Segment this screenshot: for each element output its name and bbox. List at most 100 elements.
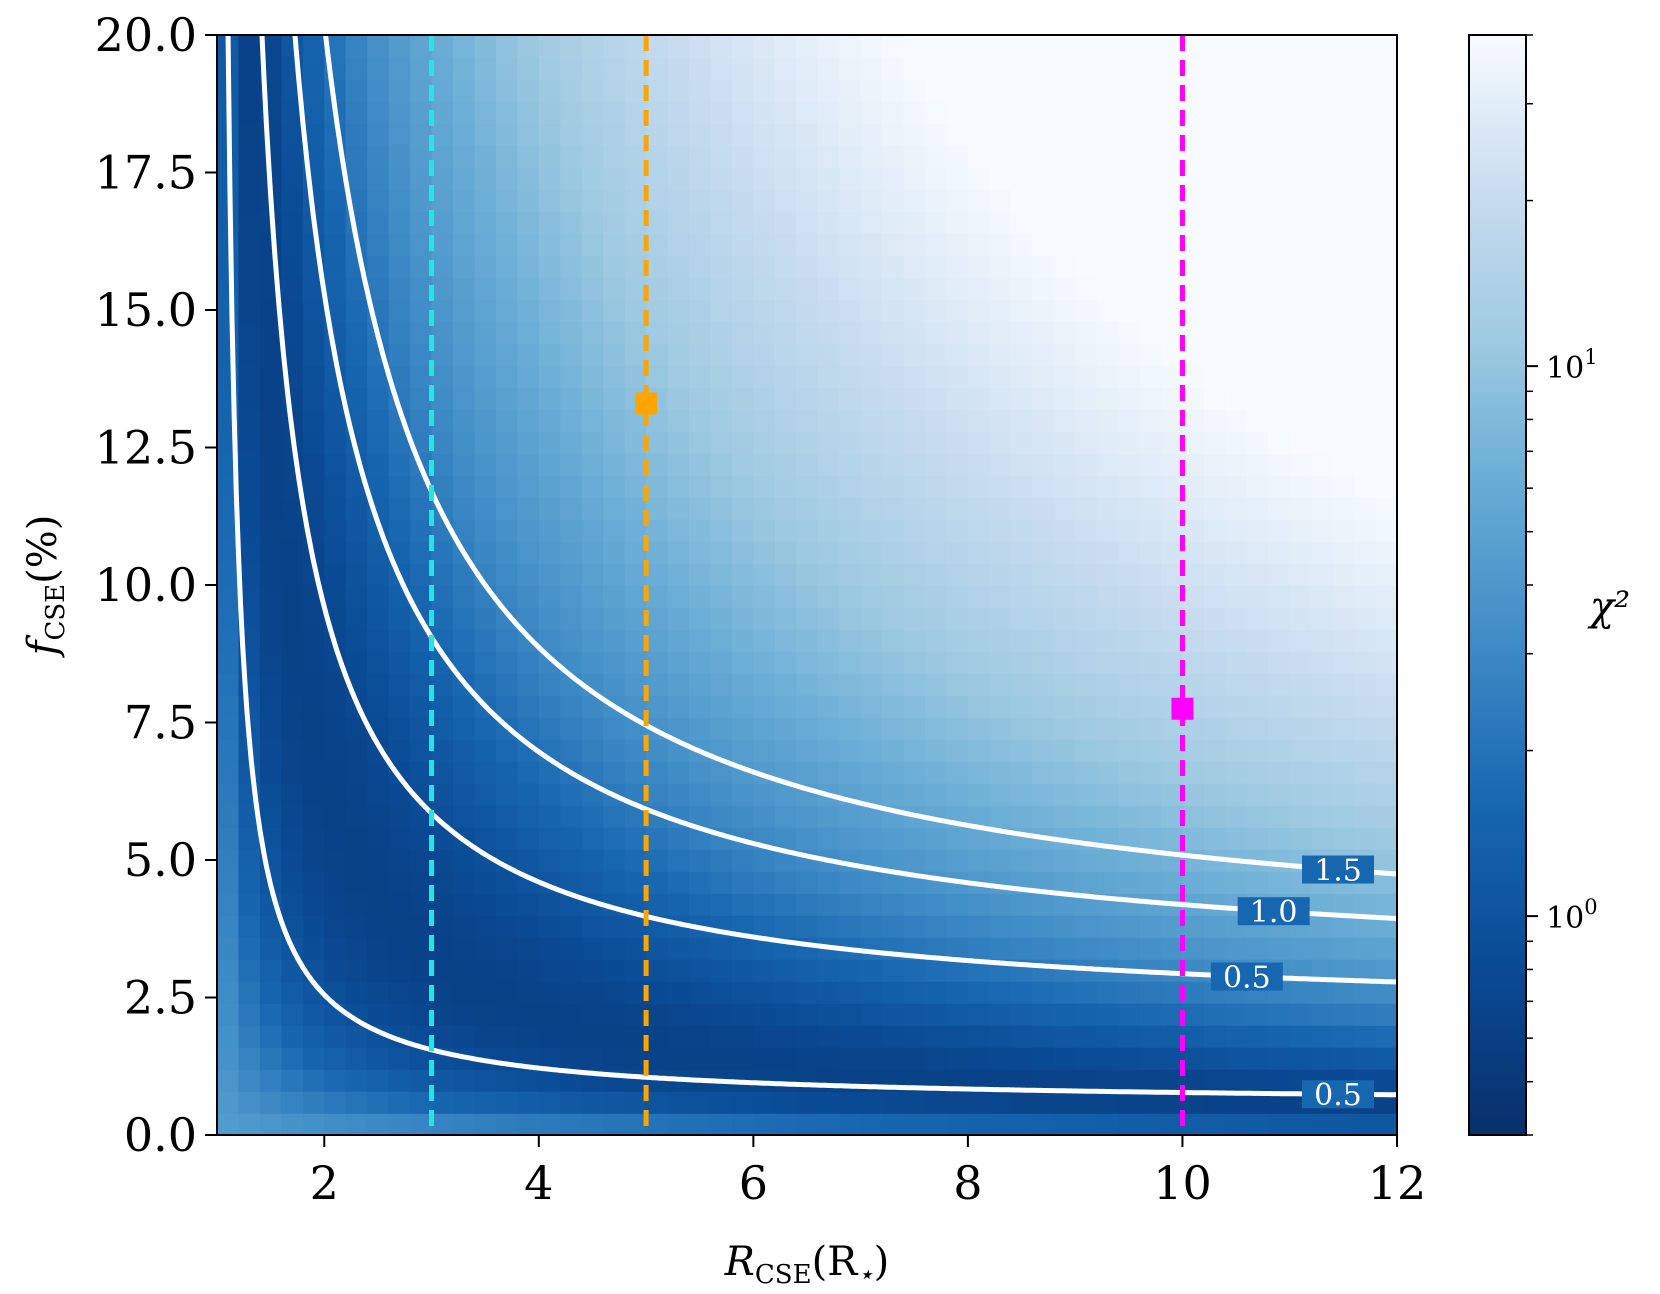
heatmap-cell [1246, 431, 1270, 454]
heatmap-cell [1053, 695, 1076, 718]
heatmap-cell [1139, 79, 1162, 102]
heatmap-cell [1375, 343, 1397, 366]
heatmap-cell [731, 211, 755, 234]
heatmap-cell [946, 453, 969, 476]
heatmap-cell [431, 1113, 454, 1135]
heatmap-cell [538, 805, 562, 828]
heatmap-cell [839, 1025, 862, 1048]
heatmap-cell [1118, 739, 1141, 762]
heatmap-cell [367, 805, 390, 828]
heatmap-cell [281, 959, 304, 982]
heatmap-cell [1010, 101, 1034, 124]
heatmap-cell [817, 299, 840, 322]
heatmap-cell [1246, 211, 1270, 234]
heatmap-cell [1311, 387, 1334, 410]
heatmap-cell [1375, 1113, 1397, 1135]
heatmap-cell [324, 871, 347, 894]
heatmap-cell [410, 959, 433, 982]
heatmap-cell [1032, 497, 1055, 520]
heatmap-cell [667, 1047, 690, 1070]
heatmap-cell [1053, 453, 1076, 476]
heatmap-cell [1096, 805, 1119, 828]
heatmap-cell [367, 409, 390, 432]
heatmap-cell [689, 1025, 712, 1048]
heatmap-cell [238, 519, 261, 542]
heatmap-cell [667, 211, 690, 234]
heatmap-cell [1354, 783, 1377, 806]
heatmap-cell [517, 277, 540, 300]
heatmap-cell [259, 783, 283, 806]
heatmap-cell [1268, 695, 1291, 718]
heatmap-cell [538, 299, 562, 322]
heatmap-cell [1161, 827, 1184, 850]
heatmap-cell [410, 1091, 433, 1114]
heatmap-cell [1139, 871, 1162, 894]
heatmap-cell [388, 871, 411, 894]
heatmap-cell [689, 431, 712, 454]
heatmap-cell [817, 1113, 840, 1135]
heatmap-cell [345, 783, 368, 806]
heatmap-cell [217, 629, 240, 652]
heatmap-cell [560, 189, 583, 212]
heatmap-cell [860, 365, 883, 388]
contour-label: 0.5 [1223, 961, 1271, 996]
heatmap-cell [259, 761, 283, 784]
heatmap-cell [882, 1113, 905, 1135]
heatmap-cell [1268, 717, 1291, 740]
heatmap-cell [989, 101, 1012, 124]
heatmap-cell [860, 827, 883, 850]
heatmap-cell [731, 167, 755, 190]
heatmap-cell [925, 343, 948, 366]
heatmap-cell [689, 981, 712, 1004]
heatmap-cell [1268, 805, 1291, 828]
heatmap-cell [453, 365, 476, 388]
heatmap-cell [1096, 717, 1119, 740]
heatmap-cell [388, 651, 411, 674]
heatmap-cell [281, 1091, 304, 1114]
heatmap-cell [753, 717, 776, 740]
heatmap-cell [1053, 893, 1076, 916]
heatmap-cell [925, 475, 948, 498]
heatmap-cell [538, 145, 562, 168]
heatmap-cell [1246, 409, 1270, 432]
heatmap-cell [1161, 101, 1184, 124]
heatmap-cell [903, 211, 926, 234]
heatmap-cell [474, 1113, 497, 1135]
heatmap-cell [1139, 497, 1162, 520]
heatmap-cell [1203, 189, 1227, 212]
heatmap-cell [796, 1047, 819, 1070]
heatmap-cell [495, 277, 519, 300]
heatmap-cell [217, 233, 240, 256]
heatmap-cell [281, 211, 304, 234]
heatmap-cell [646, 409, 669, 432]
heatmap-cell [603, 387, 626, 410]
heatmap-cell [474, 1003, 497, 1026]
heatmap-cell [989, 651, 1012, 674]
heatmap-cell [474, 739, 497, 762]
heatmap-cell [1096, 871, 1119, 894]
heatmap-cell [517, 35, 540, 58]
heatmap-cell [560, 123, 583, 146]
heatmap-cell [882, 915, 905, 938]
heatmap-cell [710, 717, 733, 740]
heatmap-cell [689, 365, 712, 388]
heatmap-cell [281, 871, 304, 894]
heatmap-cell [517, 783, 540, 806]
heatmap-cell [710, 585, 733, 608]
heatmap-cell [624, 519, 647, 542]
heatmap-cell [1246, 365, 1270, 388]
heatmap-cell [388, 277, 411, 300]
heatmap-cell [903, 761, 926, 784]
heatmap-cell [925, 167, 948, 190]
heatmap-cell [1311, 35, 1334, 58]
heatmap-cell [1182, 585, 1205, 608]
heatmap-cell [1182, 849, 1205, 872]
heatmap-cell [259, 409, 283, 432]
heatmap-cell [1032, 233, 1055, 256]
heatmap-cell [646, 101, 669, 124]
heatmap-cell [581, 101, 604, 124]
heatmap-cell [1010, 475, 1034, 498]
heatmap-cell [1075, 1047, 1098, 1070]
heatmap-cell [1375, 893, 1397, 916]
heatmap-cell [967, 585, 991, 608]
